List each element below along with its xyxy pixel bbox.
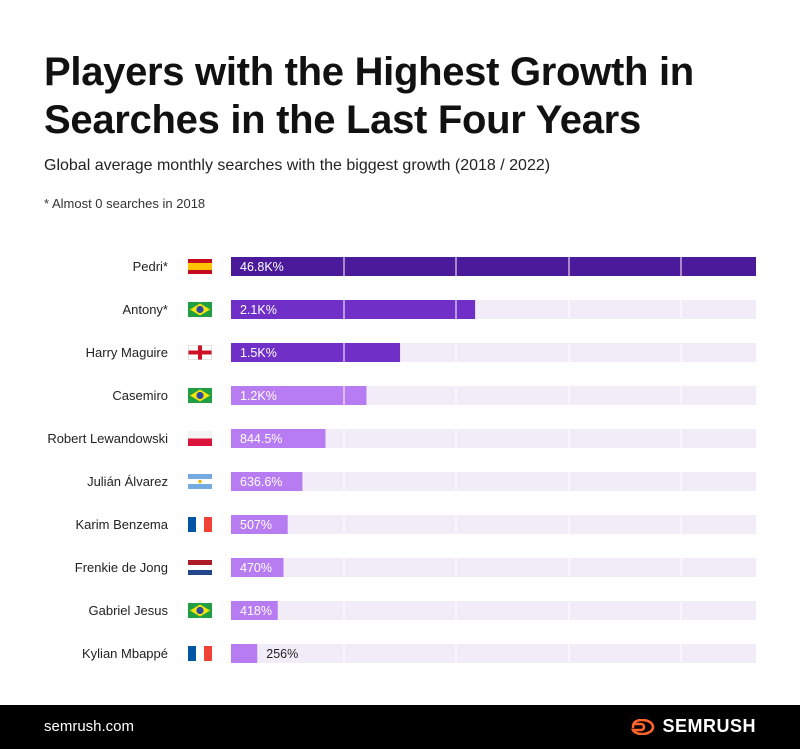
footer-site-link[interactable]: semrush.com <box>44 718 135 735</box>
bar-track <box>231 429 756 448</box>
bar-track <box>231 558 756 577</box>
brazil-flag-icon <box>188 302 212 317</box>
value-label: 2.1K% <box>240 303 277 317</box>
value-label: 507% <box>240 518 272 532</box>
bar <box>231 429 326 448</box>
spain-flag-icon <box>188 259 212 274</box>
player-name: Julián Álvarez <box>87 474 168 489</box>
brand-name: SEMRUSH <box>662 716 756 736</box>
value-label: 256% <box>266 647 298 661</box>
value-label: 470% <box>240 561 272 575</box>
bar <box>231 343 401 362</box>
bar-track <box>231 515 756 534</box>
bar <box>231 386 367 405</box>
player-name: Harry Maguire <box>86 345 168 360</box>
player-name: Kylian Mbappé <box>82 646 168 661</box>
footer: semrush.com SEMRUSH <box>0 705 800 749</box>
semrush-logo: SEMRUSH <box>631 716 756 737</box>
france-flag-icon <box>188 646 212 661</box>
brazil-flag-icon <box>188 603 212 618</box>
player-name: Antony* <box>122 302 168 317</box>
bar <box>231 558 284 577</box>
value-label: 418% <box>240 604 272 618</box>
bar <box>231 601 278 620</box>
value-label: 636.6% <box>240 475 282 489</box>
bar <box>231 257 756 276</box>
player-name: Frenkie de Jong <box>75 560 168 575</box>
player-name: Karim Benzema <box>76 517 169 532</box>
value-label: 844.5% <box>240 432 282 446</box>
bar <box>231 300 476 319</box>
bar-track <box>231 472 756 491</box>
bar-track <box>231 601 756 620</box>
value-label: 1.5K% <box>240 346 277 360</box>
chart-title: Players with the Highest Growth in Searc… <box>44 50 694 142</box>
bar-track <box>231 644 756 663</box>
poland-flag-icon <box>188 431 212 446</box>
player-name: Gabriel Jesus <box>89 603 169 618</box>
bar <box>231 472 303 491</box>
value-label: 46.8K% <box>240 260 284 274</box>
player-name: Robert Lewandowski <box>47 431 168 446</box>
player-name: Casemiro <box>112 388 168 403</box>
bar <box>231 644 258 663</box>
footnote: * Almost 0 searches in 2018 <box>44 196 206 211</box>
argentina-flag-icon <box>188 474 212 489</box>
semrush-flame-icon <box>631 718 655 735</box>
chart-subtitle: Global average monthly searches with the… <box>44 157 551 174</box>
england-flag-icon <box>188 345 212 360</box>
value-label: 1.2K% <box>240 389 277 403</box>
netherlands-flag-icon <box>188 560 212 575</box>
brazil-flag-icon <box>188 388 212 403</box>
france-flag-icon <box>188 517 212 532</box>
bar-chart: Pedri* 46.8K% Antony* 2.1K% Harry Maguire 1.5… <box>47 257 756 663</box>
bar <box>231 515 288 534</box>
player-name: Pedri* <box>133 259 168 274</box>
